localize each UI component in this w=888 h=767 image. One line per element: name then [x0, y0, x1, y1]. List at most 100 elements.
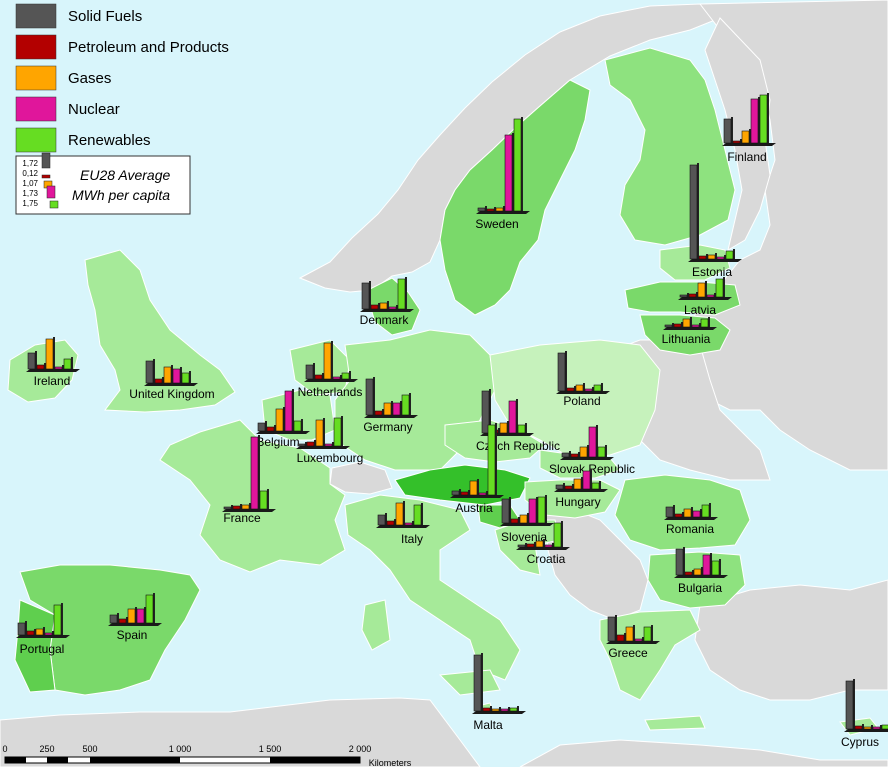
- bar-side: [723, 277, 725, 297]
- eu-average-box: 1,720,121,071,731,75 EU28 Average MWh pe…: [15, 152, 191, 215]
- country-label: Bulgaria: [678, 581, 722, 595]
- bar-1: [374, 410, 383, 416]
- bar-4: [487, 424, 496, 496]
- legend-label-2: Gases: [68, 70, 111, 87]
- country-sardinia: [361, 599, 391, 651]
- bar-1: [566, 387, 575, 392]
- bar-0: [501, 498, 510, 524]
- bar-0: [689, 164, 698, 260]
- bar-side: [71, 357, 73, 369]
- bar-side: [596, 425, 598, 457]
- scale-tick-0: 0: [2, 744, 7, 754]
- bar-0: [561, 452, 570, 458]
- bar-side: [633, 625, 635, 641]
- bar-side: [495, 423, 497, 495]
- bar-side: [699, 323, 701, 327]
- bar-0: [451, 490, 460, 496]
- chart-base: [360, 309, 414, 312]
- bar-1: [460, 491, 469, 496]
- bar-side: [267, 489, 269, 509]
- chart-base: [664, 517, 718, 520]
- bar-0: [607, 616, 616, 642]
- bar-side: [871, 725, 873, 729]
- country-label: Portugal: [20, 642, 65, 656]
- bar-1: [570, 453, 579, 458]
- bar-4: [53, 604, 62, 636]
- bar-side: [340, 375, 342, 379]
- bar-side: [709, 503, 711, 517]
- bar-side: [301, 419, 303, 431]
- bar-1: [684, 571, 693, 576]
- bar-3: [750, 98, 759, 144]
- bar-side: [349, 371, 351, 379]
- bar-side: [323, 418, 325, 446]
- country-label: Hungary: [555, 495, 600, 509]
- bar-side: [673, 505, 675, 517]
- country-label: Ireland: [34, 374, 71, 388]
- bar-side: [561, 521, 563, 547]
- bar-4: [513, 118, 522, 212]
- bar-side: [599, 481, 601, 489]
- legend-swatch-0: [15, 3, 57, 29]
- bar-1: [266, 426, 275, 432]
- chart-austria: Austria: [450, 423, 504, 515]
- bar-1: [674, 513, 683, 518]
- bar-2: [491, 708, 500, 712]
- bar-3: [478, 492, 487, 496]
- bar-1: [314, 374, 323, 380]
- bar-side: [387, 301, 389, 309]
- bar-side: [517, 706, 519, 711]
- chart-base: [472, 711, 526, 714]
- eu-average-value-4: 1,75: [22, 199, 38, 208]
- bar-side: [494, 207, 496, 211]
- bar-2: [535, 540, 544, 548]
- scale-unit: Kilometers: [369, 758, 412, 767]
- bar-3: [544, 544, 553, 548]
- bar-0: [297, 443, 306, 447]
- bar-4: [333, 417, 342, 447]
- bar-side: [162, 377, 164, 383]
- bar-side: [332, 442, 334, 446]
- bar-side: [322, 373, 324, 379]
- chart-united-kingdom: United Kingdom: [129, 359, 215, 401]
- bar-side: [615, 615, 617, 641]
- bar-side: [697, 163, 699, 259]
- country-sicily: [438, 669, 501, 696]
- bar-0: [723, 118, 732, 144]
- country-greece: [599, 609, 701, 701]
- chart-base: [674, 575, 728, 578]
- bar-side: [34, 629, 36, 635]
- bar-3: [388, 306, 397, 310]
- bar-3: [528, 498, 537, 524]
- bar-0: [473, 654, 482, 712]
- bar-2: [45, 338, 54, 370]
- chart-base: [304, 379, 358, 382]
- eu-average-bar-3: [46, 185, 56, 199]
- bar-side: [642, 637, 644, 641]
- country-label: United Kingdom: [129, 387, 214, 401]
- chart-belgium: Belgium: [256, 389, 310, 449]
- bar-2: [693, 568, 702, 576]
- bar-side: [516, 399, 518, 433]
- country-charts: Sweden Finland Estonia Latvia Lithuania Denma…: [16, 93, 888, 749]
- bar-3: [284, 390, 293, 432]
- chart-denmark: Denmark: [360, 277, 414, 327]
- legend-label-0: Solid Fuels: [68, 8, 142, 25]
- bar-4: [145, 594, 154, 624]
- bar-side: [733, 249, 735, 259]
- bar-side: [758, 97, 760, 143]
- bar-side: [590, 469, 592, 489]
- bar-4: [591, 482, 600, 490]
- bar-side: [459, 489, 461, 495]
- bar-side: [512, 133, 514, 211]
- bar-side: [565, 351, 567, 391]
- bar-0: [365, 378, 374, 416]
- bar-side: [412, 521, 414, 525]
- country-estonia: [659, 244, 731, 281]
- bar-4: [517, 424, 526, 434]
- bar-2: [519, 514, 528, 524]
- bar-2: [315, 419, 324, 447]
- bar-3: [504, 134, 513, 212]
- bar-3: [872, 726, 881, 730]
- chart-ireland: Ireland: [26, 337, 80, 388]
